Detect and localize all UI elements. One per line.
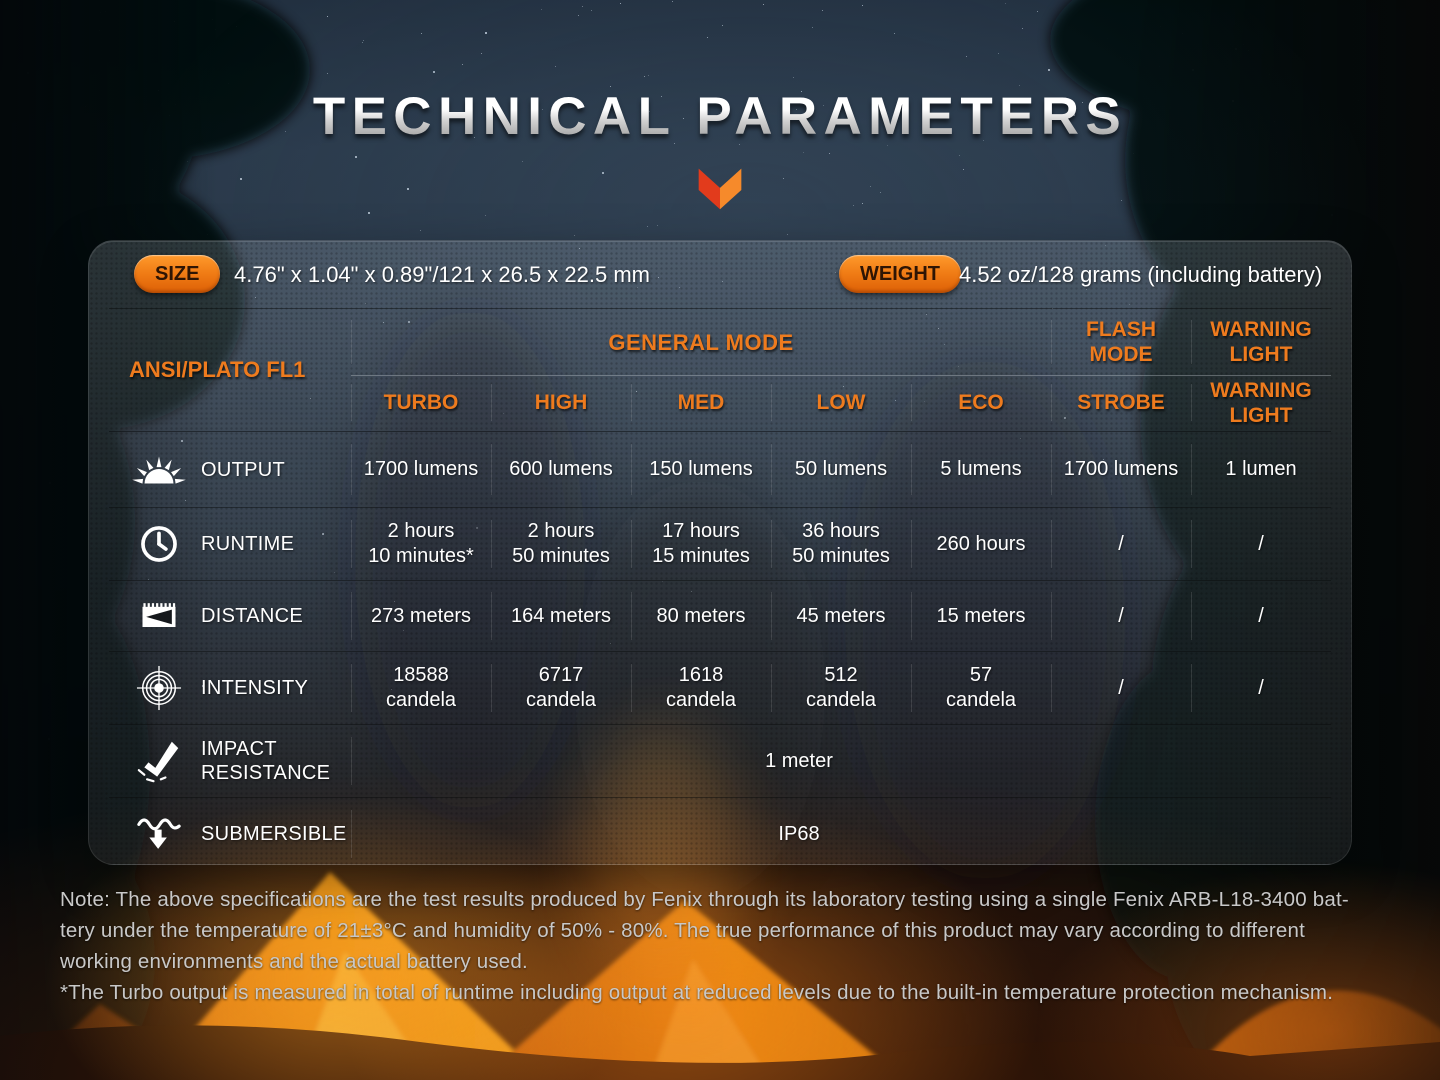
beam-distance-icon (131, 594, 187, 638)
table-row-distance: DISTANCE 273 meters 164 meters 80 meters… (109, 581, 1331, 652)
value-cell: / (1051, 508, 1191, 580)
col-med: MED (631, 375, 771, 430)
col-warning-light: WARNING LIGHT (1191, 375, 1331, 430)
value-cell: / (1191, 652, 1331, 724)
value-cell: / (1051, 581, 1191, 651)
value-cell: 36 hours 50 minutes (771, 508, 911, 580)
sun-icon (131, 448, 187, 492)
row-label-intensity: INTENSITY (109, 652, 351, 724)
value-cell: / (1191, 581, 1331, 651)
value-cell: 45 meters (771, 581, 911, 651)
weight-badge: WEIGHT (839, 255, 961, 293)
value-cell: 1618 candela (631, 652, 771, 724)
weight-value: 4.52 oz/128 grams (including battery) (959, 261, 1323, 287)
value-cell: 17 hours 15 minutes (631, 508, 771, 580)
footnotes: Note: The above specifications are the t… (60, 884, 1390, 1008)
col-high: HIGH (491, 375, 631, 430)
table-row-intensity: INTENSITY 18588 candela 6717 candela 161… (109, 652, 1331, 725)
row-label-submersible: SUBMERSIBLE (109, 798, 351, 870)
submersible-icon (131, 813, 187, 855)
size-weight-row: SIZE 4.76" x 1.04" x 0.89"/121 x 26.5 x … (109, 241, 1331, 309)
mode-column-row: TURBO HIGH MED LOW ECO STROBE WARNING LI… (351, 375, 1331, 430)
spec-panel: SIZE 4.76" x 1.04" x 0.89"/121 x 26.5 x … (88, 240, 1352, 865)
table-row-submersible: SUBMERSIBLE IP68 (109, 798, 1331, 870)
chevron-down-icon (698, 168, 742, 210)
size-value: 4.76" x 1.04" x 0.89"/121 x 26.5 x 22.5 … (234, 261, 651, 287)
value-cell: / (1191, 508, 1331, 580)
value-cell: 80 meters (631, 581, 771, 651)
table-header: ANSI/PLATO FL1 GENERAL MODE FLASH MODE W… (109, 309, 1331, 432)
mode-group-row: GENERAL MODE FLASH MODE WARNING LIGHT (351, 309, 1331, 375)
row-label-text: DISTANCE (201, 605, 304, 627)
value-cell: 164 meters (491, 581, 631, 651)
value-cell: 15 meters (911, 581, 1051, 651)
page-title: TECHNICAL PARAMETERS (0, 86, 1440, 147)
value-cell: 50 lumens (771, 432, 911, 507)
value-cell: 150 lumens (631, 432, 771, 507)
value-cell: 2 hours 10 minutes* (351, 508, 491, 580)
table-row-impact-resistance: IMPACT RESISTANCE 1 meter (109, 725, 1331, 798)
col-low: LOW (771, 375, 911, 430)
row-label-text: IMPACT RESISTANCE (201, 738, 331, 784)
col-strobe: STROBE (1051, 375, 1191, 430)
col-eco: ECO (911, 375, 1051, 430)
row-label-text: INTENSITY (201, 677, 309, 699)
table-row-output: OUTPUT 1700 lumens 600 lumens 150 lumens… (109, 432, 1331, 508)
note-line: Note: The above specifications are the t… (60, 888, 1349, 911)
value-cell: / (1051, 652, 1191, 724)
target-icon (131, 665, 187, 711)
value-cell: 57 candela (911, 652, 1051, 724)
row-label-text: SUBMERSIBLE (201, 823, 347, 845)
value-cell: 1700 lumens (351, 432, 491, 507)
value-cell: 2 hours 50 minutes (491, 508, 631, 580)
impact-icon (131, 739, 187, 783)
merged-value-cell: 1 meter (351, 725, 1331, 797)
row-label-text: RUNTIME (201, 533, 295, 555)
note-line: tery under the temperature of 21±3°C and… (60, 919, 1305, 942)
row-label-impact: IMPACT RESISTANCE (109, 725, 351, 797)
header-divider (351, 375, 1331, 376)
row-label-output: OUTPUT (109, 432, 351, 507)
note-line: working environments and the actual batt… (60, 950, 528, 973)
col-turbo: TURBO (351, 375, 491, 430)
general-mode-group: GENERAL MODE (351, 309, 1051, 375)
size-badge: SIZE (134, 255, 221, 293)
value-cell: 1 lumen (1191, 432, 1331, 507)
warning-light-group: WARNING LIGHT (1191, 309, 1331, 375)
value-cell: 600 lumens (491, 432, 631, 507)
value-cell: 260 hours (911, 508, 1051, 580)
flash-mode-group: FLASH MODE (1051, 309, 1191, 375)
row-label-distance: DISTANCE (109, 581, 351, 651)
standard-label: ANSI/PLATO FL1 (129, 357, 306, 382)
value-cell: 512 candela (771, 652, 911, 724)
value-cell: 6717 candela (491, 652, 631, 724)
merged-value-cell: IP68 (351, 798, 1331, 870)
row-label-text: OUTPUT (201, 458, 286, 481)
table-row-runtime: RUNTIME 2 hours 10 minutes* 2 hours 50 m… (109, 508, 1331, 581)
value-cell: 18588 candela (351, 652, 491, 724)
row-label-runtime: RUNTIME (109, 508, 351, 580)
value-cell: 1700 lumens (1051, 432, 1191, 507)
clock-icon (131, 522, 187, 566)
value-cell: 5 lumens (911, 432, 1051, 507)
value-cell: 273 meters (351, 581, 491, 651)
note-line: *The Turbo output is measured in total o… (60, 981, 1334, 1004)
